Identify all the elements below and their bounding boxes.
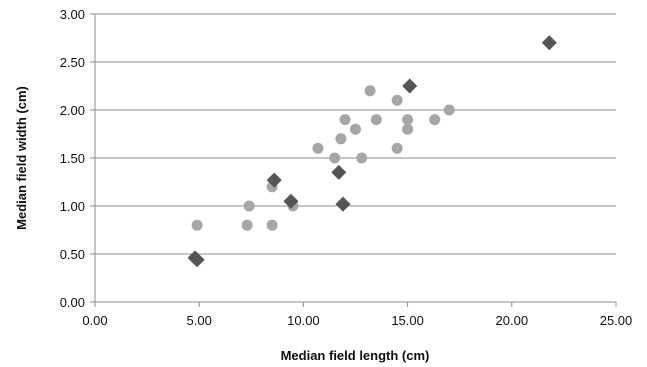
data-point-diamond bbox=[335, 196, 351, 212]
y-tick-label: 2.50 bbox=[60, 55, 85, 70]
data-point-circle bbox=[443, 104, 455, 116]
data-points bbox=[187, 35, 557, 268]
data-point-circle bbox=[266, 219, 278, 231]
x-tick-label: 15.00 bbox=[391, 313, 424, 328]
data-point-circle bbox=[364, 85, 376, 97]
y-tick-label: 1.00 bbox=[60, 199, 85, 214]
x-tick-label: 25.00 bbox=[600, 313, 633, 328]
data-point-circle bbox=[243, 200, 255, 212]
data-point-circle bbox=[391, 94, 403, 106]
data-point-circle bbox=[402, 114, 414, 126]
data-point-circle bbox=[391, 142, 403, 154]
data-point-diamond bbox=[541, 35, 557, 51]
data-point-circle bbox=[350, 123, 361, 135]
x-tick-label: 20.00 bbox=[496, 313, 529, 328]
data-point-circle bbox=[402, 123, 414, 135]
y-axis-title: Median field width (cm) bbox=[14, 86, 29, 230]
y-tick-label: 0.50 bbox=[60, 247, 85, 262]
data-point-circle bbox=[312, 142, 324, 154]
y-tick-label: 3.00 bbox=[60, 7, 85, 22]
data-point-circle bbox=[356, 152, 368, 164]
y-tick-label: 2.00 bbox=[60, 103, 85, 118]
x-tick-label: 10.00 bbox=[287, 313, 320, 328]
data-point-circle bbox=[335, 133, 347, 145]
data-point-circle bbox=[370, 114, 382, 126]
gridlines bbox=[95, 13, 616, 255]
data-point-diamond bbox=[331, 164, 347, 180]
axes bbox=[90, 13, 617, 307]
data-point-circle bbox=[339, 114, 351, 126]
data-point-circle bbox=[329, 152, 341, 164]
data-point-circle bbox=[429, 114, 441, 126]
data-point-circle bbox=[191, 219, 203, 231]
tick-labels: 0.00 0.50 1.00 1.50 2.00 2.50 3.00 0.00 5.00 10.0… bbox=[60, 7, 633, 328]
y-tick-label: 1.50 bbox=[60, 151, 85, 166]
data-point-diamond bbox=[402, 78, 418, 94]
x-tick-label: 5.00 bbox=[187, 313, 212, 328]
data-point-diamond bbox=[189, 252, 205, 268]
data-point-circle bbox=[241, 219, 253, 231]
y-tick-label: 0.00 bbox=[60, 295, 85, 310]
data-point-diamond bbox=[266, 172, 282, 188]
x-axis-title: Median field length (cm) bbox=[281, 348, 430, 363]
data-point-diamond bbox=[283, 193, 299, 209]
x-tick-label: 0.00 bbox=[82, 313, 107, 328]
